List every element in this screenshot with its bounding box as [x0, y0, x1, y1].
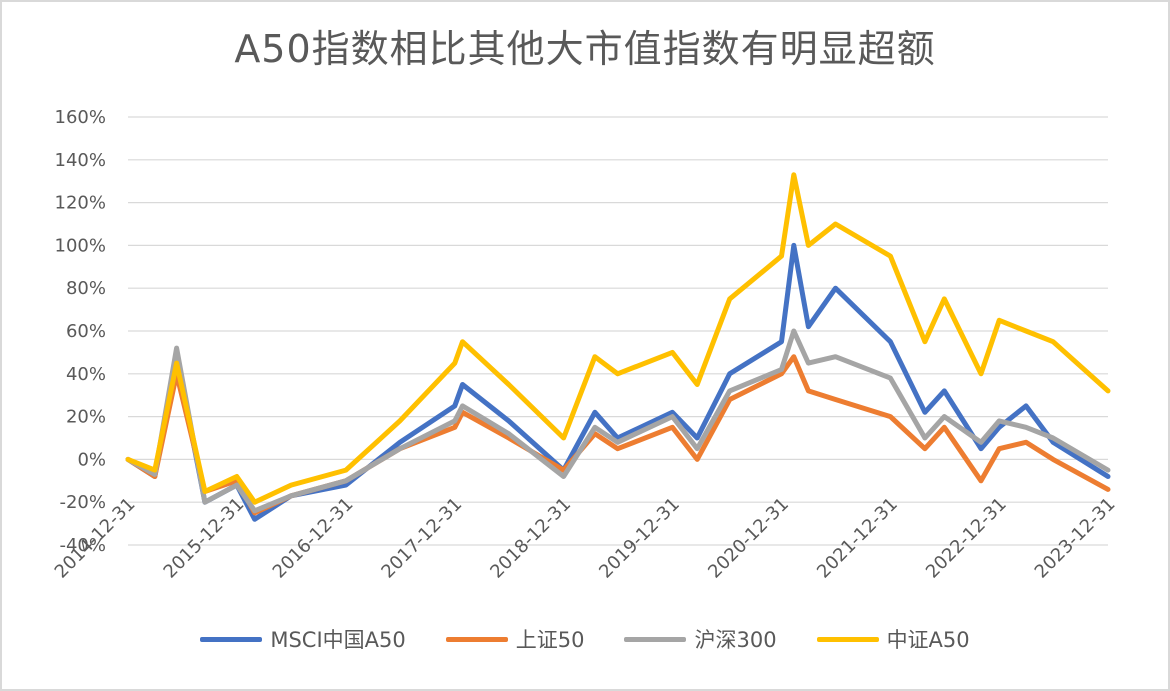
x-tick-label: 2015-12-31 — [160, 494, 249, 583]
y-tick-label: 100% — [55, 235, 106, 256]
legend-swatch — [445, 636, 508, 642]
series-lines — [125, 172, 1111, 522]
legend-label: 中证A50 — [886, 628, 970, 652]
y-axis: 160% 140% 120% 100% 80% 60% 40% 20% 0% -20% -40% — [55, 107, 106, 556]
series-line — [125, 328, 1111, 514]
x-tick-label: 2018-12-31 — [486, 494, 575, 583]
legend-label: 上证50 — [515, 628, 585, 652]
x-tick-label: 2017-12-31 — [377, 494, 466, 583]
x-tick-label: 2016-12-31 — [269, 494, 358, 583]
y-tick-label: -20% — [59, 492, 106, 513]
x-tick-label: 2021-12-31 — [813, 494, 902, 583]
x-tick-label: 2020-12-31 — [704, 494, 793, 583]
y-tick-label: 80% — [66, 278, 106, 299]
series-line — [125, 172, 1111, 505]
legend-label: 沪深300 — [694, 628, 777, 652]
y-tick-label: 160% — [55, 107, 106, 128]
series-line — [125, 242, 1111, 522]
legend-item: 上证50 — [445, 624, 585, 654]
legend-label: MSCI中国A50 — [270, 628, 406, 652]
legend: MSCI中国A50 上证50 沪深300 中证A50 — [0, 624, 1170, 654]
x-tick-label: 2023-12-31 — [1031, 494, 1120, 583]
legend-swatch — [624, 636, 687, 642]
legend-item: 沪深300 — [624, 624, 777, 654]
legend-item: MSCI中国A50 — [200, 624, 406, 654]
y-tick-label: 20% — [66, 407, 106, 428]
chart-title: A50指数相比其他大市值指数有明显超额 — [234, 27, 936, 71]
y-tick-label: -40% — [59, 535, 106, 556]
y-tick-label: 60% — [66, 321, 106, 342]
x-axis: 2014-12-31 2015-12-31 2016-12-31 2017-12-31… — [51, 494, 1120, 583]
y-tick-label: 0% — [77, 449, 106, 470]
y-tick-label: 140% — [55, 150, 106, 171]
y-tick-label: 40% — [66, 364, 106, 385]
x-tick-label: 2022-12-31 — [922, 494, 1011, 583]
y-tick-label: 120% — [55, 193, 106, 214]
x-tick-label: 2019-12-31 — [595, 494, 684, 583]
legend-swatch — [200, 636, 263, 642]
legend-swatch — [816, 636, 879, 642]
legend-item: 中证A50 — [816, 624, 970, 654]
